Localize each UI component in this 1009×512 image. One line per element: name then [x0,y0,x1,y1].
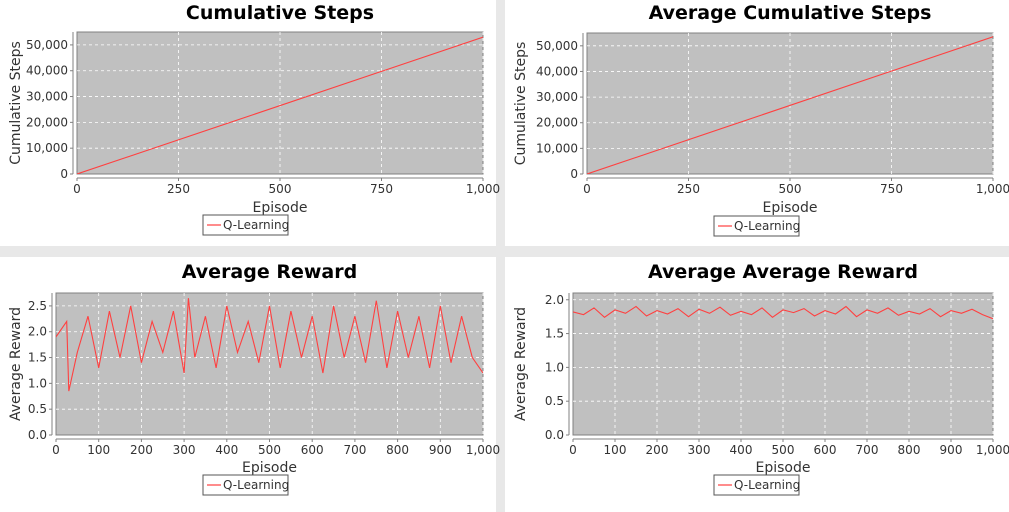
y-tick-label: 40,000 [26,64,68,78]
plot-area [76,31,484,175]
y-tick-label: 50,000 [26,38,68,52]
y-axis-label: Average Reward [8,307,24,421]
x-tick-label: 500 [258,443,281,457]
x-tick-label: 500 [269,182,292,196]
x-tick-label: 1,000 [976,182,1009,196]
x-tick-label: 800 [898,443,921,457]
chart-panel-1: 0 250 500 750 1,000 0 10,000 20,000 30,000 40,000… [0,0,500,246]
plot-area [586,32,994,175]
legend-box [713,215,800,237]
y-axis-label: Cumulative Steps [513,42,529,166]
x-axis-label: Episode [763,200,818,216]
chart-panel-4: 0 100 200 300 400 500 600 700 800 900 1,000 0.0 0.5 1… [505,257,1009,512]
chart-title: Average Reward [182,261,357,283]
chart-title: Average Average Reward [648,261,918,283]
x-tick-label: 1,000 [976,443,1009,457]
y-tick-label: 10,000 [26,141,68,155]
legend-label: Q-Learning [734,478,800,492]
x-axis-label: Episode [756,460,811,476]
x-tick-label: 900 [940,443,963,457]
legend-label: Q-Learning [223,218,289,232]
y-tick-label: 0 [570,167,578,181]
x-tick-label: 500 [779,182,802,196]
series-line-q-learning [56,298,483,392]
x-tick-label: 600 [814,443,837,457]
y-tick-label: 10,000 [536,141,578,155]
y-tick-label: 1.5 [28,351,47,365]
x-tick-label: 750 [880,182,903,196]
x-tick-label: 1,000 [466,182,500,196]
x-tick-label: 250 [167,182,190,196]
legend: Q-Learning [713,215,800,237]
legend: Q-Learning [202,214,289,236]
series-line-q-learning [77,36,483,174]
x-tick-label: 400 [215,443,238,457]
chart-panel-3: 0 100 200 300 400 500 600 700 800 900 1,000 0.0 0.5 1… [0,257,500,512]
y-axis-label: Cumulative Steps [8,41,24,165]
x-tick-label: 300 [688,443,711,457]
y-tick-label: 40,000 [536,64,578,78]
y-tick-label: 20,000 [536,116,578,130]
plot-area [572,292,994,436]
y-tick-label: 20,000 [26,115,68,129]
x-tick-label: 300 [173,443,196,457]
chart-panel-2: 0 250 500 750 1,000 0 10,000 20,000 30,000 40,000… [505,0,1009,246]
x-tick-label: 600 [301,443,324,457]
y-tick-label: 1.5 [545,327,564,341]
series-line-q-learning [587,36,993,174]
x-tick-label: 400 [730,443,753,457]
y-tick-label: 0.0 [545,428,564,442]
y-tick-label: 2.5 [28,299,47,313]
x-tick-label: 750 [370,182,393,196]
y-tick-label: 0.5 [28,402,47,416]
series-line-q-learning [573,305,993,320]
legend-label: Q-Learning [223,478,289,492]
x-tick-label: 0 [583,182,591,196]
x-tick-label: 200 [646,443,669,457]
x-tick-label: 250 [677,182,700,196]
y-tick-label: 2.0 [28,325,47,339]
legend-box [202,474,289,496]
legend-box [202,214,289,236]
x-tick-label: 500 [772,443,795,457]
x-axis-label: Episode [253,200,308,216]
x-tick-label: 0 [569,443,577,457]
legend-box [713,474,800,496]
x-axis-label: Episode [242,460,297,476]
y-tick-label: 1.0 [545,360,564,374]
x-tick-label: 800 [386,443,409,457]
legend: Q-Learning [713,474,800,496]
y-tick-label: 1.0 [28,376,47,390]
x-tick-label: 1,000 [466,443,500,457]
x-tick-label: 100 [87,443,110,457]
y-tick-label: 30,000 [26,90,68,104]
legend: Q-Learning [202,474,289,496]
x-tick-label: 700 [343,443,366,457]
y-tick-label: 0 [60,167,68,181]
chart-title: Cumulative Steps [186,2,374,24]
y-tick-label: 50,000 [536,39,578,53]
legend-label: Q-Learning [734,219,800,233]
y-tick-label: 30,000 [536,90,578,104]
y-axis-label: Average Reward [513,307,529,421]
x-tick-label: 0 [52,443,60,457]
y-tick-label: 0.5 [545,394,564,408]
plot-area [55,292,484,436]
x-tick-label: 200 [130,443,153,457]
x-tick-label: 900 [429,443,452,457]
y-tick-label: 2.0 [545,293,564,307]
x-tick-label: 100 [604,443,627,457]
chart-title: Average Cumulative Steps [649,2,932,24]
x-tick-label: 0 [73,182,81,196]
x-tick-label: 700 [856,443,879,457]
y-tick-label: 0.0 [28,428,47,442]
